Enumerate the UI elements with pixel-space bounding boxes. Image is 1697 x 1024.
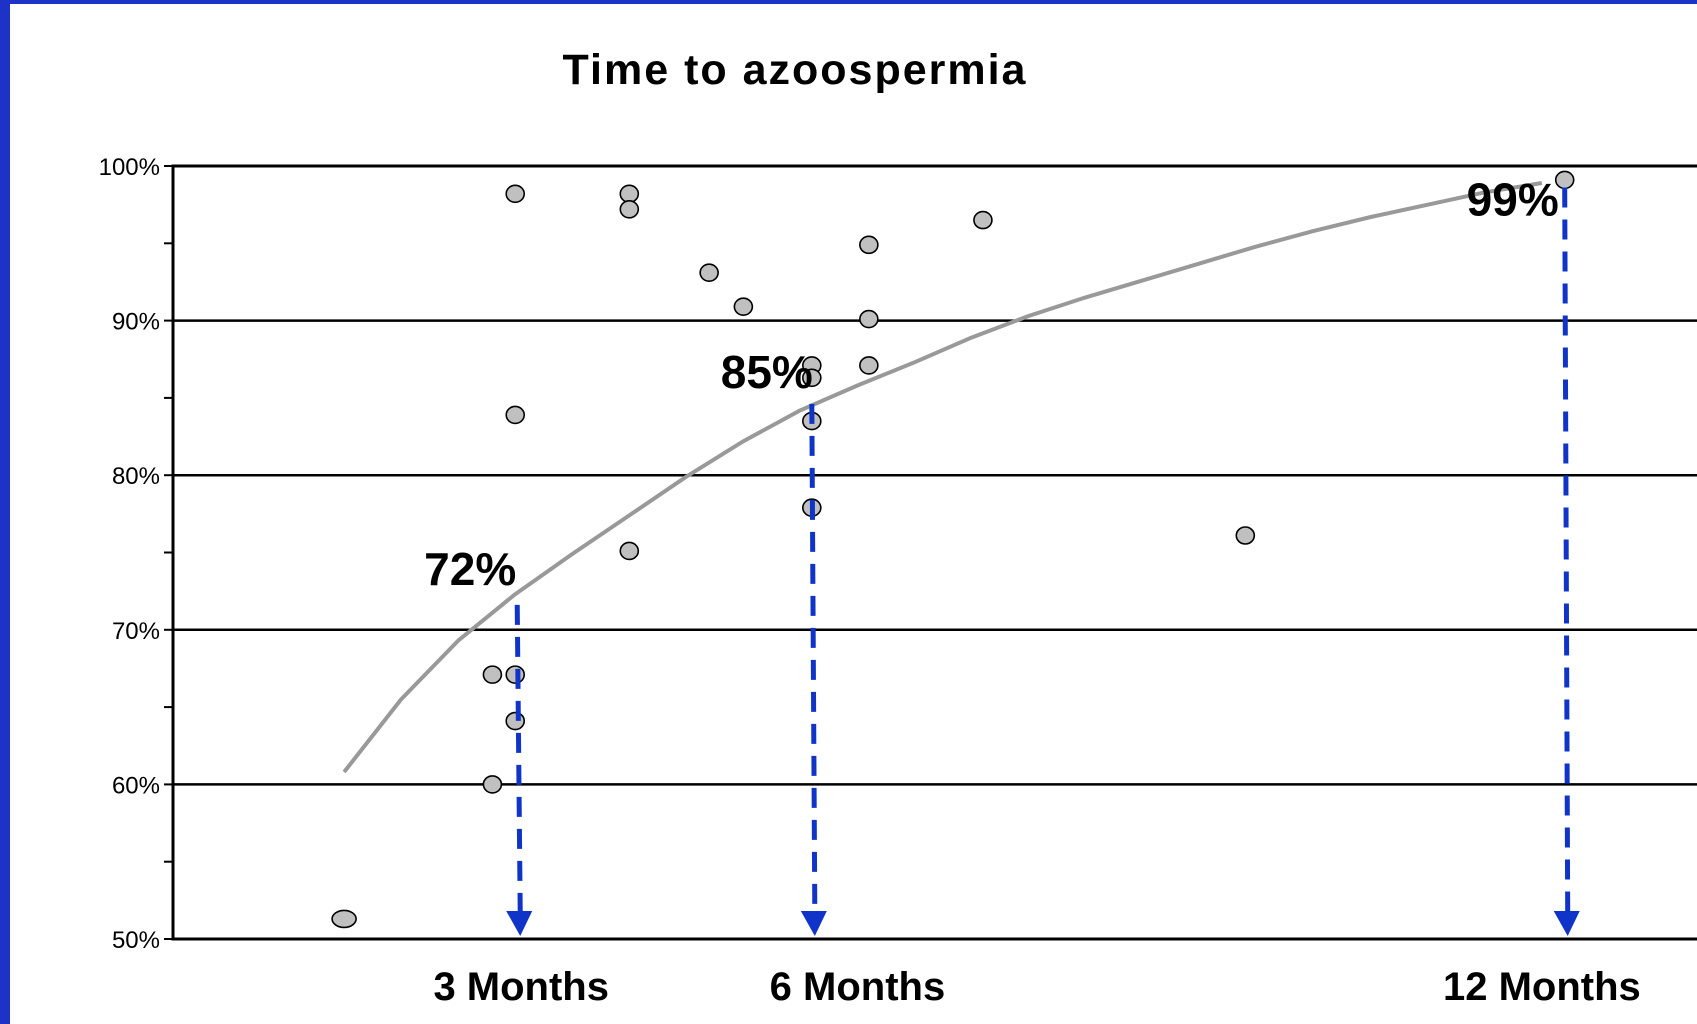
data-point xyxy=(619,184,640,204)
dashed-arrow-line xyxy=(514,604,523,914)
data-point xyxy=(859,235,879,255)
arrow-head xyxy=(1553,911,1580,936)
data-point xyxy=(1235,526,1256,545)
chart-panel: Time to azoospermia 50% 60% 70% 80% 90% 100% … xyxy=(10,4,1697,1024)
arrow-head xyxy=(800,911,827,936)
data-point xyxy=(331,909,357,929)
x-axis-label: 12 Months xyxy=(1443,965,1641,1009)
data-point xyxy=(505,184,526,204)
data-point xyxy=(505,711,526,731)
data-point xyxy=(505,405,526,425)
data-point xyxy=(619,199,640,219)
trend-curve xyxy=(342,181,1543,774)
y-tick-label: 80% xyxy=(112,463,160,490)
y-tick-label: 90% xyxy=(112,309,160,336)
data-point xyxy=(619,541,640,561)
data-point xyxy=(482,775,503,794)
dashed-arrow-line xyxy=(1562,187,1571,914)
data-point xyxy=(505,665,526,684)
x-axis-label: 3 Months xyxy=(433,965,609,1009)
arrow-head xyxy=(506,911,533,936)
scatter-chart: Time to azoospermia 50%60%70%80%90%100% … xyxy=(99,46,1697,1009)
annotation-label: 72% xyxy=(424,543,516,595)
dashed-arrow-line xyxy=(809,403,818,914)
y-tick-label: 70% xyxy=(112,618,160,645)
data-point xyxy=(482,665,503,684)
data-point xyxy=(973,210,993,230)
plot-area-border xyxy=(171,164,1697,941)
data-point xyxy=(859,309,879,329)
data-point xyxy=(733,297,754,316)
x-axis-label: 6 Months xyxy=(770,965,946,1009)
y-tick-label: 100% xyxy=(99,154,160,181)
data-point xyxy=(802,368,822,388)
y-tick-label: 60% xyxy=(112,772,160,799)
data-point xyxy=(699,263,719,282)
data-point xyxy=(859,356,879,375)
annotation-label: 85% xyxy=(721,346,813,398)
annotation-label: 99% xyxy=(1467,173,1559,225)
chart-title: Time to azoospermia xyxy=(563,46,1028,94)
y-tick-label: 50% xyxy=(112,927,160,954)
